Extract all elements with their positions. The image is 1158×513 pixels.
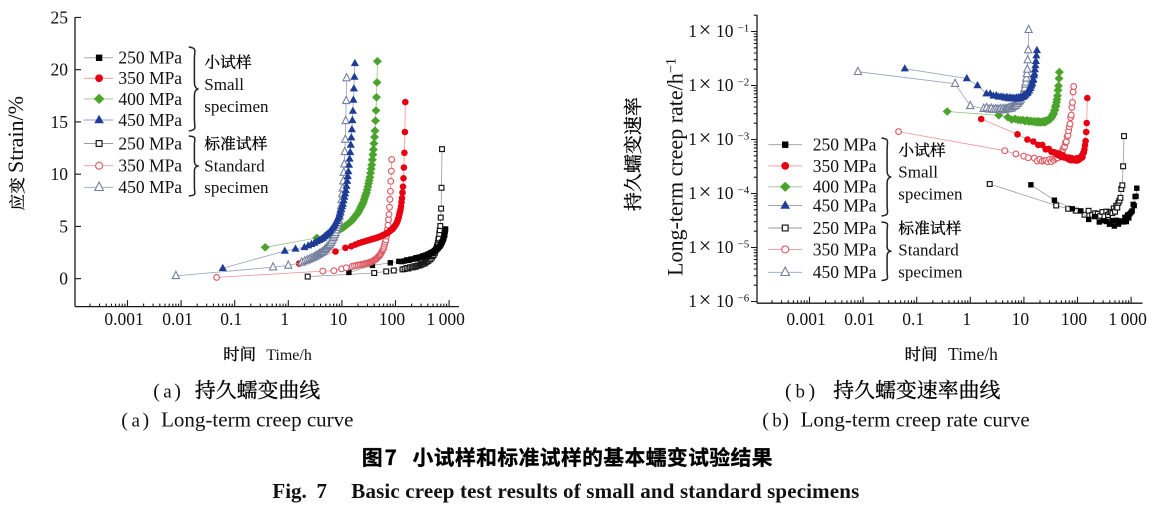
svg-text:Long-term creep rate curve: Long-term creep rate curve bbox=[801, 408, 1030, 432]
svg-text:×: × bbox=[699, 287, 712, 312]
svg-text:1: 1 bbox=[962, 309, 971, 329]
svg-text:100: 100 bbox=[379, 309, 406, 329]
svg-text:1: 1 bbox=[688, 237, 697, 257]
svg-text:Fig.: Fig. bbox=[272, 479, 306, 503]
svg-text:1: 1 bbox=[688, 75, 697, 95]
svg-text:−1: −1 bbox=[738, 22, 750, 34]
svg-text:7: 7 bbox=[317, 479, 328, 503]
svg-text:10: 10 bbox=[51, 164, 69, 184]
svg-text:10: 10 bbox=[716, 129, 734, 149]
svg-text:1: 1 bbox=[688, 129, 697, 149]
svg-text:): ) bbox=[782, 410, 789, 432]
svg-text:Small: Small bbox=[898, 163, 938, 182]
svg-text:Basic creep test results of sm: Basic creep test results of small and st… bbox=[351, 479, 859, 503]
svg-text:Small: Small bbox=[204, 75, 244, 94]
svg-text:10: 10 bbox=[1012, 309, 1030, 329]
svg-text:specimen: specimen bbox=[898, 262, 963, 281]
svg-text:−2: −2 bbox=[738, 76, 750, 88]
svg-text:a: a bbox=[163, 382, 172, 403]
svg-text:Standard: Standard bbox=[898, 241, 959, 260]
svg-text:(: ( bbox=[785, 381, 792, 403]
svg-text:1 000: 1 000 bbox=[1108, 309, 1147, 329]
svg-text:specimen: specimen bbox=[204, 97, 269, 116]
svg-text:0.1: 0.1 bbox=[220, 309, 242, 329]
svg-text:10: 10 bbox=[716, 183, 734, 203]
svg-text:10: 10 bbox=[330, 309, 348, 329]
svg-text:400 MPa: 400 MPa bbox=[118, 89, 182, 109]
svg-text:(: ( bbox=[121, 410, 128, 432]
svg-text:450 MPa: 450 MPa bbox=[118, 110, 182, 130]
svg-text:−3: −3 bbox=[738, 130, 750, 142]
svg-text:250 MPa: 250 MPa bbox=[813, 135, 877, 155]
svg-text:b: b bbox=[772, 411, 782, 432]
svg-text:10: 10 bbox=[716, 21, 734, 41]
svg-text:15: 15 bbox=[51, 112, 69, 132]
svg-text:Strain/%: Strain/% bbox=[3, 96, 28, 173]
svg-text:250 MPa: 250 MPa bbox=[813, 218, 877, 238]
svg-text:): ) bbox=[174, 381, 181, 403]
svg-text:1: 1 bbox=[688, 183, 697, 203]
svg-text:×: × bbox=[699, 71, 712, 96]
svg-text:−5: −5 bbox=[738, 238, 750, 250]
svg-text:0: 0 bbox=[59, 269, 68, 289]
svg-text:10: 10 bbox=[716, 291, 734, 311]
svg-text:×: × bbox=[699, 17, 712, 42]
svg-text:(: ( bbox=[762, 410, 769, 432]
svg-text:Time/h: Time/h bbox=[266, 347, 312, 364]
svg-text:Time/h: Time/h bbox=[948, 344, 998, 364]
svg-text:1: 1 bbox=[688, 291, 697, 311]
svg-text:b: b bbox=[796, 382, 806, 403]
svg-text:350 MPa: 350 MPa bbox=[118, 156, 182, 176]
svg-text:a: a bbox=[132, 411, 141, 432]
svg-text:−6: −6 bbox=[738, 292, 750, 304]
svg-text:250 MPa: 250 MPa bbox=[118, 133, 182, 153]
svg-text:1: 1 bbox=[280, 309, 289, 329]
svg-text:Long-term creep curve: Long-term creep curve bbox=[161, 408, 353, 432]
svg-text:−4: −4 bbox=[738, 184, 750, 196]
svg-text:0.01: 0.01 bbox=[162, 309, 193, 329]
svg-text:450 MPa: 450 MPa bbox=[118, 177, 182, 197]
svg-text:Long-term creep rate/h−1: Long-term creep rate/h−1 bbox=[663, 58, 688, 276]
svg-text:(: ( bbox=[153, 381, 160, 403]
svg-text:100: 100 bbox=[1061, 309, 1088, 329]
svg-text:1: 1 bbox=[688, 21, 697, 41]
svg-text:0.001: 0.001 bbox=[786, 309, 825, 329]
svg-text:Standard: Standard bbox=[204, 157, 265, 176]
svg-text:450 MPa: 450 MPa bbox=[813, 195, 877, 215]
svg-text:0.01: 0.01 bbox=[844, 309, 875, 329]
svg-text:350 MPa: 350 MPa bbox=[118, 68, 182, 88]
svg-text:250 MPa: 250 MPa bbox=[118, 48, 182, 68]
svg-text:): ) bbox=[143, 410, 150, 432]
svg-text:specimen: specimen bbox=[204, 178, 269, 197]
svg-text:10: 10 bbox=[716, 237, 734, 257]
svg-text:10: 10 bbox=[716, 75, 734, 95]
svg-text:450 MPa: 450 MPa bbox=[813, 262, 877, 282]
svg-text:specimen: specimen bbox=[898, 185, 963, 204]
svg-text:400 MPa: 400 MPa bbox=[813, 177, 877, 197]
svg-text:0.1: 0.1 bbox=[902, 309, 924, 329]
svg-text:350 MPa: 350 MPa bbox=[813, 239, 877, 259]
svg-text:5: 5 bbox=[59, 216, 68, 236]
svg-text:×: × bbox=[699, 179, 712, 204]
svg-text:25: 25 bbox=[51, 7, 69, 27]
svg-text:20: 20 bbox=[51, 60, 69, 80]
svg-text:350 MPa: 350 MPa bbox=[813, 156, 877, 176]
svg-text:): ) bbox=[809, 381, 816, 403]
svg-text:0.001: 0.001 bbox=[104, 309, 143, 329]
svg-text:×: × bbox=[699, 125, 712, 150]
svg-text:×: × bbox=[699, 233, 712, 258]
svg-text:1 000: 1 000 bbox=[426, 309, 465, 329]
